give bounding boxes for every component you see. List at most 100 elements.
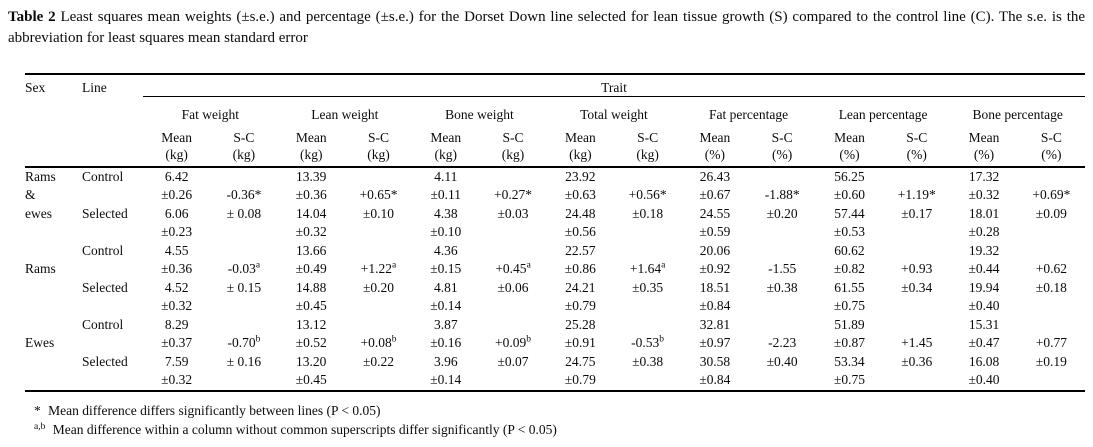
row-label-sex xyxy=(25,297,82,316)
subheader-sc: S-C (kg) xyxy=(636,129,659,162)
cell-mean: ±0.15 xyxy=(430,261,462,276)
table-row: ewes Selected 6.06 ± 0.08 14.04 ±0.10 4.38 ±0.0… xyxy=(25,205,1085,224)
cell-sc xyxy=(210,242,277,261)
cell-sc: ± 0.16 xyxy=(226,353,262,369)
footnote-text: Mean difference differs significantly be… xyxy=(44,403,381,418)
cell-sc: +1.45 xyxy=(901,335,933,350)
cell-mean: ±0.32 xyxy=(161,372,193,387)
cell-mean: 14.88 xyxy=(296,279,327,295)
cell-sc: -2.23 xyxy=(768,335,797,350)
col-header-trait: Trait xyxy=(143,74,1085,97)
trait-group-header: Bone percentage xyxy=(972,106,1063,122)
cell-mean: ±0.14 xyxy=(430,298,462,313)
cell-mean: 25.28 xyxy=(565,316,596,332)
cell-mean: ±0.44 xyxy=(968,261,1000,276)
table-row: Ewes ±0.37 -0.70b ±0.52 +0.08b ±0.16 +0.09b ±0.… xyxy=(25,334,1085,353)
cell-sc: ±0.09 xyxy=(1035,205,1067,221)
cell-sc: +0.69* xyxy=(1032,187,1071,202)
cell-mean: 24.55 xyxy=(699,205,731,221)
cell-mean: 60.62 xyxy=(834,242,865,258)
cell-mean: 15.31 xyxy=(968,316,1000,332)
footnote: * Mean difference differs significantly … xyxy=(34,401,557,420)
table-row: Selected 7.59 ± 0.16 13.20 ±0.22 3.96 ±0.07 24.… xyxy=(25,353,1085,372)
cell-sc xyxy=(345,316,412,335)
cell-mean: ±0.14 xyxy=(430,372,462,387)
cell-mean: 24.21 xyxy=(565,279,596,295)
trait-group-header: Bone weight xyxy=(445,106,514,122)
cell-mean: 30.58 xyxy=(699,353,731,369)
row-label-sex: Rams xyxy=(25,168,56,184)
cell-sc: ±0.22 xyxy=(362,353,394,369)
trait-group-header: Lean percentage xyxy=(838,106,928,122)
cell-mean: ±0.97 xyxy=(699,335,731,350)
table-row: ±0.32 ±0.45 ±0.14 ±0.79 ±0.84 ±0.75 ±0.40 xyxy=(25,297,1085,316)
cell-sc: ±0.35 xyxy=(632,279,664,295)
cell-sc: ±0.40 xyxy=(766,353,798,369)
cell-sc: -1.88* xyxy=(764,187,800,202)
cell-mean: ±0.75 xyxy=(833,372,865,387)
cell-mean: 4.11 xyxy=(434,168,458,184)
cell-sc xyxy=(210,223,277,242)
cell-mean: ±0.32 xyxy=(161,298,193,313)
cell-sc xyxy=(749,223,816,242)
cell-sc: +0.65* xyxy=(359,187,398,202)
row-label-sex xyxy=(25,371,82,391)
cell-sc xyxy=(345,223,412,242)
cell-sc xyxy=(479,223,546,242)
cell-sc xyxy=(749,316,816,335)
row-label-line: Control xyxy=(82,168,124,184)
cell-mean: 17.32 xyxy=(968,168,1000,184)
cell-sc xyxy=(479,167,546,187)
cell-mean: 51.89 xyxy=(834,316,865,332)
row-label-line xyxy=(82,371,143,391)
trait-group-header: Total weight xyxy=(580,106,648,122)
table-caption: Table 2 Least squares mean weights (±s.e… xyxy=(8,7,1085,49)
cell-mean: 20.06 xyxy=(699,242,731,258)
cell-sc xyxy=(345,242,412,261)
cell-sc xyxy=(210,167,277,187)
cell-mean: ±0.79 xyxy=(564,298,596,313)
subheader-mean: Mean (%) xyxy=(699,129,731,162)
cell-sc: ±0.18 xyxy=(632,205,664,221)
cell-sc: ±0.10 xyxy=(362,205,394,221)
cell-sc xyxy=(1018,167,1085,187)
cell-sc xyxy=(883,316,950,335)
cell-mean: ±0.40 xyxy=(968,298,1000,313)
cell-sc: ±0.06 xyxy=(497,279,529,295)
cell-sc xyxy=(614,167,681,187)
cell-mean: ±0.84 xyxy=(699,298,731,313)
cell-mean: 56.25 xyxy=(834,168,865,184)
cell-mean: ±0.60 xyxy=(833,187,865,202)
cell-sc xyxy=(479,297,546,316)
subheader-mean: Mean (kg) xyxy=(295,129,327,162)
cell-mean: 19.32 xyxy=(968,242,1000,258)
footnote-text: Mean difference within a column without … xyxy=(49,422,557,437)
cell-mean: ±0.23 xyxy=(161,224,193,239)
footnote: a,b Mean difference within a column with… xyxy=(34,420,557,439)
cell-mean: 6.42 xyxy=(164,168,189,184)
cell-mean: ±0.32 xyxy=(295,224,327,239)
table-row: Rams ±0.36 -0.03a ±0.49 +1.22a ±0.15 +0.45a ±0.… xyxy=(25,260,1085,279)
cell-sc: +0.27* xyxy=(494,187,533,202)
row-label-sex: & xyxy=(25,187,36,202)
cell-mean: ±0.59 xyxy=(699,224,731,239)
cell-sc: ±0.20 xyxy=(766,205,798,221)
cell-sc xyxy=(1018,223,1085,242)
cell-mean: 4.52 xyxy=(164,279,189,295)
subheader-mean: Mean (kg) xyxy=(430,129,462,162)
row-label-line: Selected xyxy=(82,205,128,221)
row-label-line: Control xyxy=(82,316,124,332)
cell-mean: ±0.75 xyxy=(833,298,865,313)
cell-mean: 13.20 xyxy=(296,353,327,369)
header-row-trait-groups: Fat weight Lean weight Bone weight Total we… xyxy=(25,97,1085,127)
cell-mean: 4.55 xyxy=(164,242,189,258)
subheader-mean: Mean (kg) xyxy=(564,129,596,162)
cell-mean: 8.29 xyxy=(164,316,189,332)
cell-sc: -0.70b xyxy=(227,334,261,350)
cell-sc: ±0.38 xyxy=(766,279,798,295)
cell-mean: ±0.56 xyxy=(564,224,596,239)
cell-sc: ±0.36 xyxy=(901,353,933,369)
cell-mean: 24.48 xyxy=(565,205,596,221)
cell-mean: 18.51 xyxy=(699,279,731,295)
subheader-sc: S-C (kg) xyxy=(232,129,256,162)
